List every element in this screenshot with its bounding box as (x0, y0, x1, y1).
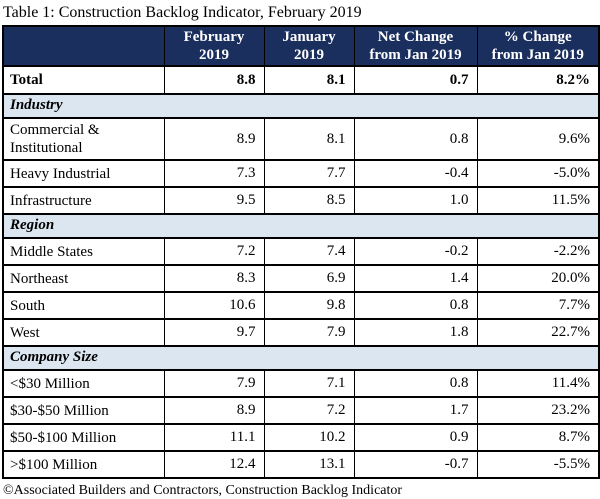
cell-value: -0.7 (353, 450, 478, 479)
cell-value: -2.2% (476, 237, 600, 266)
cell-value: 0.7 (353, 65, 478, 95)
table-row: Infrastructure 9.5 8.5 1.0 11.5% (2, 186, 600, 215)
cell-value: 20.0% (476, 264, 600, 293)
section-band-label: Company Size (2, 345, 600, 371)
corner-cell (2, 25, 165, 67)
table-row: West 9.7 7.9 1.8 22.7% (2, 318, 600, 347)
cell-value: 7.2 (163, 237, 265, 266)
column-header-net-change: Net Change from Jan 2019 (353, 25, 478, 67)
header-row: February 2019 January 2019 Net Change fr… (2, 25, 600, 67)
cell-value: 0.8 (353, 369, 478, 398)
cell-value: 7.7% (476, 291, 600, 320)
section-band-label: Industry (2, 93, 600, 119)
cell-value: 8.1 (263, 117, 355, 161)
table-row: Commercial & Institutional 8.9 8.1 0.8 9… (2, 117, 600, 161)
cell-value: 8.1 (263, 65, 355, 95)
row-label: West (2, 318, 165, 347)
cell-value: 6.9 (263, 264, 355, 293)
cell-value: -5.0% (476, 159, 600, 188)
cell-value: 0.9 (353, 423, 478, 452)
cell-value: 1.4 (353, 264, 478, 293)
cell-value: 7.9 (163, 369, 265, 398)
column-header-february-2019: February 2019 (163, 25, 265, 67)
row-label: Northeast (2, 264, 165, 293)
row-label: $50-$100 Million (2, 423, 165, 452)
cell-value: 8.8 (163, 65, 265, 95)
row-label: South (2, 291, 165, 320)
cell-value: 7.2 (263, 396, 355, 425)
cell-value: 7.1 (263, 369, 355, 398)
cell-value: 11.5% (476, 186, 600, 215)
row-label: Commercial & Institutional (2, 117, 165, 161)
cell-value: 8.9 (163, 396, 265, 425)
row-label: Heavy Industrial (2, 159, 165, 188)
table-title: Table 1: Construction Backlog Indicator,… (3, 4, 362, 21)
cell-value: 10.2 (263, 423, 355, 452)
cell-value: 22.7% (476, 318, 600, 347)
table-row: Middle States 7.2 7.4 -0.2 -2.2% (2, 237, 600, 266)
cell-value: -5.5% (476, 450, 600, 479)
table-row: $30-$50 Million 8.9 7.2 1.7 23.2% (2, 396, 600, 425)
cell-value: 11.4% (476, 369, 600, 398)
footer-attribution: ©Associated Builders and Contractors, Co… (3, 483, 403, 498)
row-label: $30-$50 Million (2, 396, 165, 425)
row-label: Infrastructure (2, 186, 165, 215)
cell-value: 8.9 (163, 117, 265, 161)
table-row: <$30 Million 7.9 7.1 0.8 11.4% (2, 369, 600, 398)
cell-value: 7.9 (263, 318, 355, 347)
cell-value: 8.7% (476, 423, 600, 452)
cell-value: 7.7 (263, 159, 355, 188)
cell-value: 8.2% (476, 65, 600, 95)
row-label: >$100 Million (2, 450, 165, 479)
column-header-january-2019: January 2019 (263, 25, 355, 67)
cell-value: -0.2 (353, 237, 478, 266)
cell-value: 11.1 (163, 423, 265, 452)
cell-value: 12.4 (163, 450, 265, 479)
cell-value: 1.7 (353, 396, 478, 425)
cell-value: 8.5 (263, 186, 355, 215)
cell-value: -0.4 (353, 159, 478, 188)
section-band-company-size: Company Size (2, 345, 600, 371)
cell-value: 10.6 (163, 291, 265, 320)
table-row: >$100 Million 12.4 13.1 -0.7 -5.5% (2, 450, 600, 479)
cell-value: 7.4 (263, 237, 355, 266)
section-band-industry: Industry (2, 93, 600, 119)
table-row: Northeast 8.3 6.9 1.4 20.0% (2, 264, 600, 293)
cell-value: 23.2% (476, 396, 600, 425)
cell-value: 1.0 (353, 186, 478, 215)
cell-value: 9.8 (263, 291, 355, 320)
cell-value: 0.8 (353, 291, 478, 320)
cell-value: 9.7 (163, 318, 265, 347)
total-row: Total 8.8 8.1 0.7 8.2% (2, 65, 600, 95)
column-header-pct-change: % Change from Jan 2019 (476, 25, 600, 67)
cell-value: 9.6% (476, 117, 600, 161)
cell-value: 8.3 (163, 264, 265, 293)
row-label: Total (2, 65, 165, 95)
section-band-label: Region (2, 213, 600, 239)
cell-value: 13.1 (263, 450, 355, 479)
cell-value: 0.8 (353, 117, 478, 161)
table-row: South 10.6 9.8 0.8 7.7% (2, 291, 600, 320)
cell-value: 1.8 (353, 318, 478, 347)
table-row: $50-$100 Million 11.1 10.2 0.9 8.7% (2, 423, 600, 452)
cell-value: 9.5 (163, 186, 265, 215)
cell-value: 7.3 (163, 159, 265, 188)
row-label: <$30 Million (2, 369, 165, 398)
backlog-table: February 2019 January 2019 Net Change fr… (2, 25, 600, 479)
table-row: Heavy Industrial 7.3 7.7 -0.4 -5.0% (2, 159, 600, 188)
section-band-region: Region (2, 213, 600, 239)
row-label: Middle States (2, 237, 165, 266)
